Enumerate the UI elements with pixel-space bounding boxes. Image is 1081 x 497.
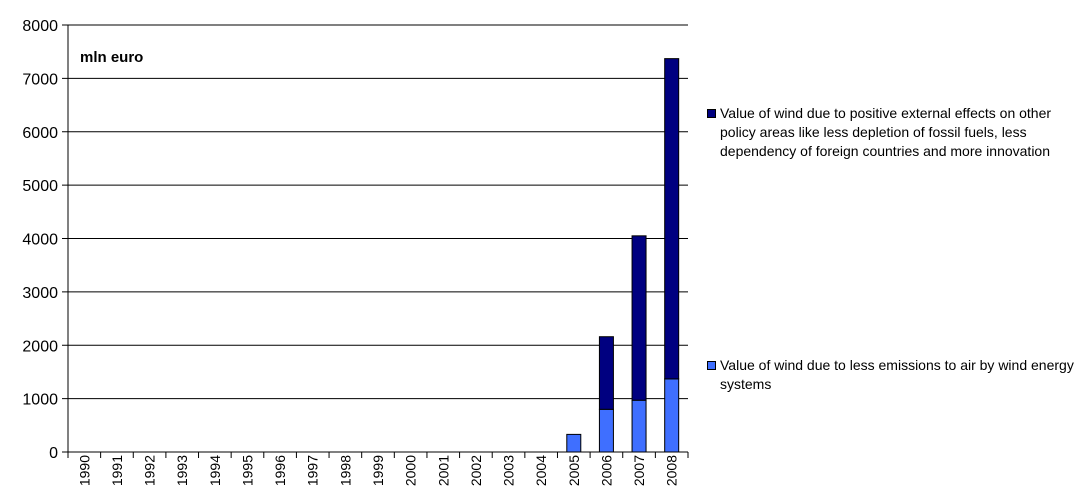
y-tick-label: 1000 bbox=[22, 392, 58, 409]
bar-2005-series-0 bbox=[566, 433, 582, 453]
legend-swatch-emissions bbox=[707, 361, 716, 370]
x-tick-label: 1996 bbox=[272, 455, 288, 486]
x-tick-label: 2002 bbox=[468, 455, 484, 486]
bar-2006-series-0 bbox=[598, 408, 614, 453]
y-tick-label: 0 bbox=[49, 445, 58, 462]
y-tick-label: 8000 bbox=[22, 18, 58, 35]
legend-label-emissions: Value of wind due to less emissions to a… bbox=[720, 357, 1074, 392]
x-tick-label: 1994 bbox=[207, 455, 223, 486]
x-tick-label: 1990 bbox=[76, 455, 92, 486]
x-tick-label: 2005 bbox=[566, 455, 582, 486]
x-tick-label: 2000 bbox=[403, 455, 419, 486]
y-tick-label: 3000 bbox=[22, 285, 58, 302]
y-tick-label: 5000 bbox=[22, 178, 58, 195]
unit-annotation: mln euro bbox=[80, 49, 143, 66]
y-tick-label: 4000 bbox=[22, 232, 58, 249]
x-tick-label: 1998 bbox=[337, 455, 353, 486]
x-tick-label: 1991 bbox=[109, 455, 125, 486]
gridlines bbox=[62, 24, 688, 453]
bar-2008-series-0 bbox=[664, 378, 680, 453]
bar-2007-series-1 bbox=[631, 235, 647, 401]
bar-2006-series-1 bbox=[598, 336, 614, 410]
y-tick-label: 6000 bbox=[22, 125, 58, 142]
x-tick-label: 2004 bbox=[533, 455, 549, 486]
x-tick-label: 2006 bbox=[598, 455, 614, 486]
x-tick-label: 2003 bbox=[501, 455, 517, 486]
bars bbox=[566, 58, 680, 453]
x-tick-label: 1995 bbox=[239, 455, 255, 486]
bar-2007-series-0 bbox=[631, 399, 647, 453]
x-tick-label: 2007 bbox=[631, 455, 647, 486]
legend-item-emissions: Value of wind due to less emissions to a… bbox=[707, 356, 1081, 394]
x-tick-label: 2008 bbox=[664, 455, 680, 486]
x-tick-label: 1997 bbox=[305, 455, 321, 486]
x-tick-label: 2001 bbox=[435, 455, 451, 486]
y-tick-label: 2000 bbox=[22, 338, 58, 355]
x-tick-label: 1993 bbox=[174, 455, 190, 486]
x-tick-label: 1999 bbox=[370, 455, 386, 486]
legend-label-external-effects: Value of wind due to positive external e… bbox=[720, 105, 1052, 159]
bar-2008-series-1 bbox=[664, 58, 680, 380]
x-tick-labels: 1990 1991 1992 1993 1994 1995 1996 1997 1998 1999… bbox=[76, 455, 679, 486]
x-tick-label: 1992 bbox=[142, 455, 158, 486]
y-tick-label: 7000 bbox=[22, 71, 58, 88]
y-tick-labels: 0 1000 2000 3000 4000 5000 6000 7000 8000 bbox=[22, 18, 58, 462]
legend-swatch-external-effects bbox=[707, 109, 716, 118]
axes bbox=[67, 25, 689, 458]
legend-item-external-effects: Value of wind due to positive external e… bbox=[707, 104, 1081, 161]
